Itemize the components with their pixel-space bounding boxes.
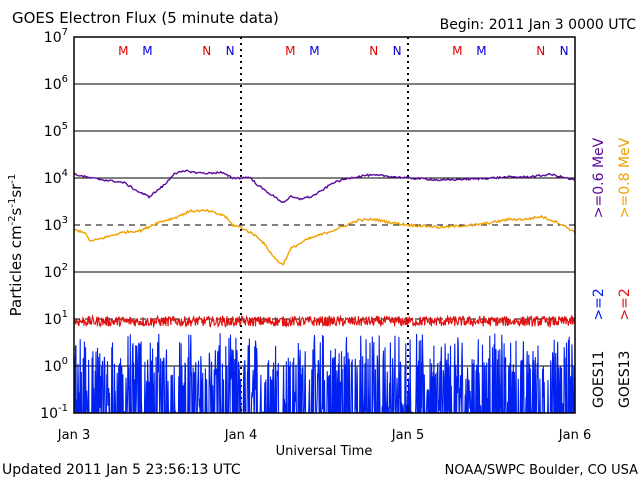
y-tick-label: 104 <box>44 168 68 187</box>
mn-marker: M <box>285 44 295 58</box>
legend-goes13-red: >=2 <box>617 288 633 320</box>
legend-goes11-sat: GOES11 <box>591 351 607 408</box>
y-tick-label: 100 <box>44 356 68 375</box>
legend-goes11: GOES11 >=2 >=0.6 MeV <box>591 137 607 408</box>
mn-marker: N <box>202 44 211 58</box>
mn-marker: M <box>118 44 128 58</box>
legend-goes13: GOES13 >=2 >=0.8 MeV <box>617 137 633 408</box>
data-series <box>73 169 576 415</box>
y-tick-label: 106 <box>44 74 68 93</box>
mn-marker: N <box>393 44 402 58</box>
right-legend: GOES11 >=2 >=0.6 MeV GOES13 >=2 >=0.8 MeV <box>591 137 633 408</box>
y-tick-labels: 107 106 105 104 103 102 101 100 10-1 <box>40 27 80 422</box>
y-tick-label: 101 <box>44 309 68 328</box>
mn-marker: M <box>476 44 486 58</box>
x-tick-label: Jan 4 <box>224 428 257 443</box>
y-tick-label: 102 <box>44 262 68 281</box>
begin-label: Begin: 2011 Jan 3 0000 UTC <box>440 17 637 33</box>
mn-marker: N <box>560 44 569 58</box>
legend-goes11-purple: >=0.6 MeV <box>591 137 607 218</box>
mn-marker: N <box>226 44 235 58</box>
series-goes11-0p6mev <box>73 169 576 203</box>
x-axis-label: Universal Time <box>276 444 373 459</box>
legend-goes13-orange: >=0.8 MeV <box>617 137 633 218</box>
series-goes13-0p8mev <box>73 208 576 266</box>
x-tick-label: Jan 5 <box>391 428 424 443</box>
series-goes11-2mev <box>73 333 575 415</box>
updated-timestamp: Updated 2011 Jan 5 23:56:13 UTC <box>2 462 241 478</box>
y-tick-label: 10-1 <box>40 403 68 422</box>
y-axis-label: Particles cm-2s-1sr-1 <box>7 174 25 317</box>
chart-title: GOES Electron Flux (5 minute data) <box>12 9 279 27</box>
series-goes13-2mev-line <box>73 314 576 329</box>
series-goes13-0p8mev-line <box>73 208 576 266</box>
x-tick-label: Jan 6 <box>558 428 591 443</box>
x-tick-labels: Jan 3 Jan 4 Jan 5 Jan 6 <box>57 406 591 443</box>
mn-marker: N <box>369 44 378 58</box>
mn-marker: M <box>142 44 152 58</box>
legend-goes11-blue: >=2 <box>591 288 607 320</box>
credit-label: NOAA/SWPC Boulder, CO USA <box>445 463 638 478</box>
y-tick-label: 103 <box>44 215 68 234</box>
y-tick-label: 107 <box>44 27 68 46</box>
mn-marker: N <box>536 44 545 58</box>
legend-goes13-sat: GOES13 <box>617 351 633 408</box>
x-tick-label: Jan 3 <box>57 428 90 443</box>
mn-marker: M <box>309 44 319 58</box>
series-goes11-0p6mev-line <box>73 169 576 203</box>
y-tick-label: 105 <box>44 121 68 140</box>
mn-marker: M <box>452 44 462 58</box>
series-goes13-2mev <box>73 314 576 329</box>
series-goes11-2mev-line <box>73 333 575 415</box>
